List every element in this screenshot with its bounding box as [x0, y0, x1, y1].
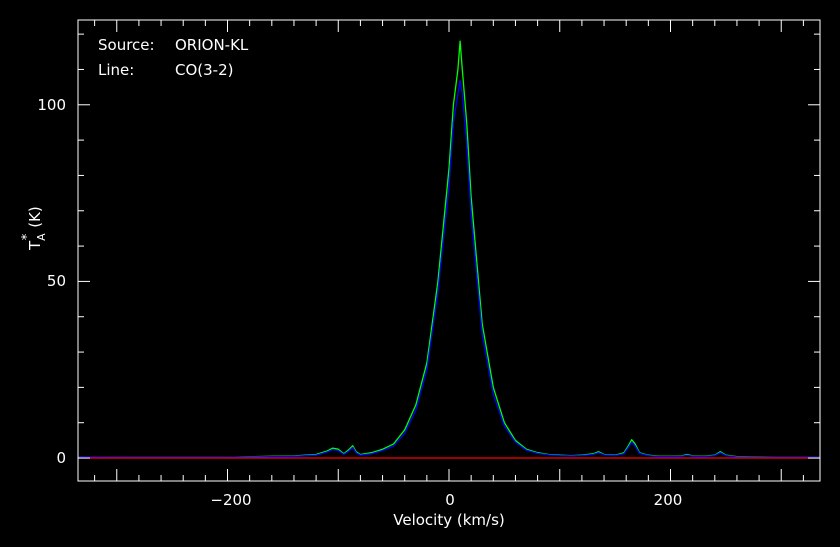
annotation-line-value: CO(3-2) — [175, 61, 233, 79]
y-tick-label-50: 50 — [47, 272, 66, 290]
series-layer — [77, 40, 820, 459]
y-axis-label-sup: * — [20, 233, 35, 240]
y-axis-label-text: TA* (K) — [20, 206, 48, 251]
x-tick-label-200: 200 — [654, 491, 683, 509]
annotation-line-key: Line: — [98, 61, 134, 79]
tick-layer — [78, 20, 820, 481]
y-axis-label-unit: (K) — [26, 206, 44, 228]
y-axis-label-main: T — [26, 240, 44, 251]
annotation-source-key: Source: — [98, 36, 155, 54]
y-tick-label-0: 0 — [56, 449, 66, 467]
x-tick-label-0: 0 — [445, 491, 455, 509]
x-axis-label: Velocity (km/s) — [393, 511, 504, 529]
blue-spectrum-line — [77, 79, 820, 458]
y-axis-label: TA* (K) — [20, 206, 48, 251]
y-tick-label-100: 100 — [37, 96, 66, 114]
x-tick-label-neg200: −200 — [210, 491, 251, 509]
y-axis-label-sub: A — [35, 233, 48, 241]
annotation-source-value: ORION-KL — [175, 36, 249, 54]
